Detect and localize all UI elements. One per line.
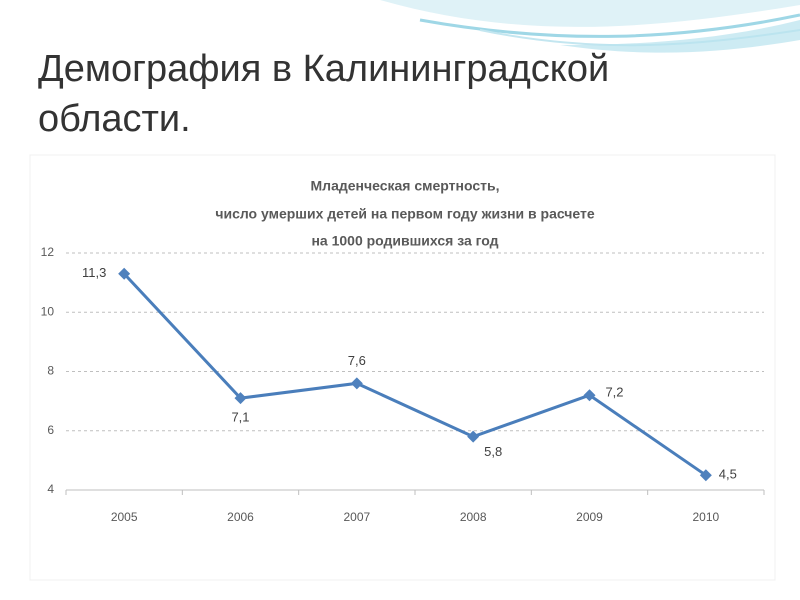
data-label: 11,3 [82,265,106,280]
y-tick-label: 8 [47,364,54,378]
x-tick-label: 2008 [460,510,487,524]
data-line [123,272,707,477]
wave [419,13,800,38]
data-label: 7,6 [348,353,366,368]
slide-title: Демография в Калининградской области. [38,48,610,140]
wave [560,20,800,53]
y-tick-label: 10 [41,304,55,318]
data-label: 7,2 [605,385,623,400]
y-tick-label: 12 [41,245,55,259]
marker [583,389,596,402]
chart-area [29,154,776,581]
x-tick-label: 2006 [227,510,254,524]
data-label: 7,1 [231,410,249,425]
y-tick-label: 6 [47,423,54,437]
y-tick-label: 4 [47,482,54,496]
x-tick-label: 2010 [692,510,719,524]
x-tick-label: 2005 [111,510,138,524]
marker [234,392,247,405]
x-tick-label: 2009 [576,510,603,524]
chart-title: число умерших детей на первом году жизни… [215,206,595,222]
x-tick-label: 2007 [343,510,370,524]
data-label: 5,8 [484,444,502,459]
chart-title: Младенческая смертность, [311,178,500,194]
marker [118,267,131,280]
marker [467,430,480,443]
chart-title: на 1000 родившихся за год [311,233,498,249]
marker [350,377,363,390]
data-label: 4,5 [719,467,737,482]
marker [699,469,712,482]
wave [380,0,800,27]
